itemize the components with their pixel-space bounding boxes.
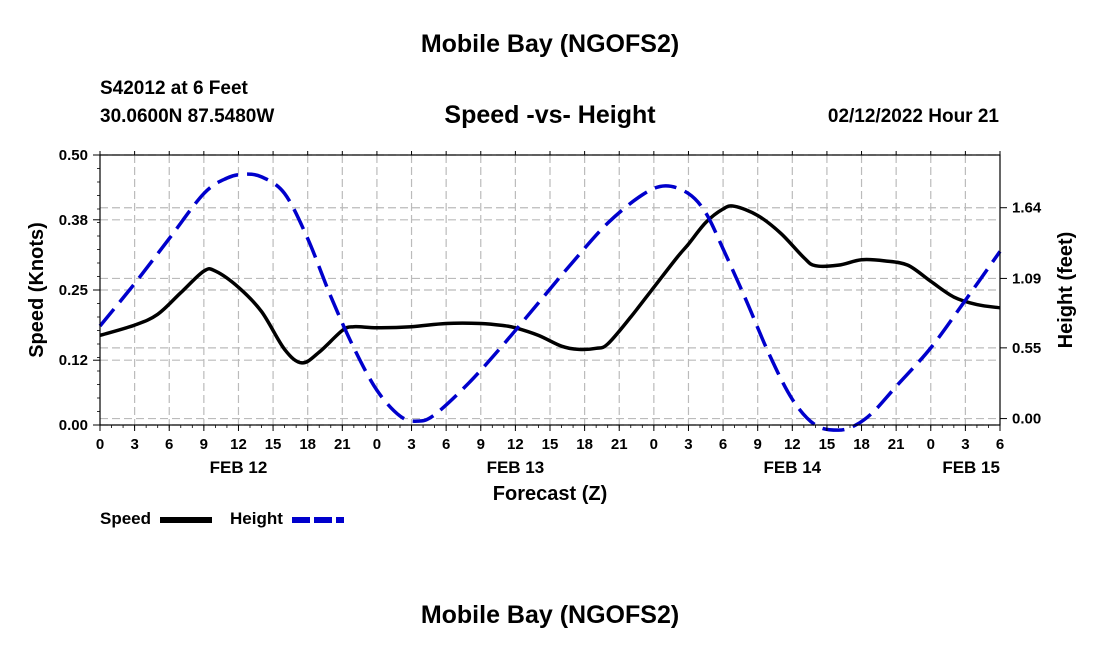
x-tick-label: 6: [165, 436, 173, 453]
x-tick-label: 15: [819, 436, 836, 453]
x-tick-label: 3: [130, 436, 138, 453]
x-tick-label: 15: [542, 436, 559, 453]
series-lines: [98, 172, 1002, 432]
y-axis-label: Speed (Knots): [26, 222, 48, 358]
x-tick-label: 12: [507, 436, 524, 453]
legend-speed-swatch: [160, 517, 212, 523]
x-tick-label: 21: [334, 436, 351, 453]
page-title: Mobile Bay (NGOFS2): [420, 30, 680, 58]
y2-tick-label: 1.09: [1012, 270, 1041, 287]
x-tick-label: 9: [200, 436, 208, 453]
x-tick-label: 21: [888, 436, 905, 453]
x-tick-label: 21: [611, 436, 628, 453]
x-tick-label: 9: [477, 436, 485, 453]
legend-speed-label: Speed: [100, 509, 152, 528]
x-tick-label: 6: [996, 436, 1004, 453]
x-tick-label: 0: [650, 436, 658, 453]
y2-tick-label: 0.00: [1012, 411, 1041, 428]
y2-axis-label: Height (feet): [1055, 232, 1077, 349]
axes: 0 3 6 9 12 15 18 21 0 3 6 9 12 15 18 21 0 3 6 9 12 15 18 21 0 3 6 F…: [59, 147, 1042, 477]
x-tick-label: 15: [265, 436, 282, 453]
y-tick-label: 0.12: [59, 352, 88, 369]
station-coords: 30.0600N 87.5480W: [100, 106, 275, 127]
speed-height-chart: 0 3 6 9 12 15 18 21 0 3 6 9 12 15 18 21 0 3 6 9 12 15 18 21 0 3 6 F…: [26, 147, 1077, 505]
x-tick-label: 0: [373, 436, 381, 453]
y2-tick-label: 1.64: [1012, 200, 1042, 217]
series-line-speed: [99, 204, 1001, 365]
y-tick-label: 0.25: [59, 282, 88, 299]
x-tick-label: 12: [230, 436, 247, 453]
x-tick-label: 6: [442, 436, 450, 453]
date-label: FEB 14: [763, 458, 821, 477]
x-tick-label: 3: [961, 436, 969, 453]
date-label: FEB 12: [210, 458, 268, 477]
series-line-height: [98, 172, 1002, 432]
x-tick-label: 3: [407, 436, 415, 453]
x-tick-label: 12: [784, 436, 801, 453]
date-label: FEB 13: [487, 458, 545, 477]
forecast-datetime: 02/12/2022 Hour 21: [827, 106, 999, 127]
x-tick-label: 0: [927, 436, 935, 453]
y2-tick-label: 0.55: [1012, 340, 1041, 357]
y-tick-label: 0.50: [59, 147, 88, 164]
x-tick-label: 6: [719, 436, 727, 453]
x-tick-label: 9: [754, 436, 762, 453]
legend-height-swatch: [292, 517, 344, 523]
x-tick-label: 3: [684, 436, 692, 453]
x-tick-label: 0: [96, 436, 104, 453]
date-label: FEB 15: [942, 458, 1000, 477]
station-label: S42012 at 6 Feet: [100, 78, 248, 99]
legend-height-label: Height: [230, 509, 283, 528]
x-axis-label: Forecast (Z): [493, 483, 607, 505]
chart-subtitle: Speed -vs- Height: [444, 101, 656, 129]
y-tick-label: 0.00: [59, 417, 88, 434]
x-tick-label: 18: [299, 436, 316, 453]
y-tick-label: 0.38: [59, 212, 88, 229]
x-tick-label: 18: [853, 436, 870, 453]
footer-title: Mobile Bay (NGOFS2): [420, 601, 680, 629]
x-tick-label: 18: [576, 436, 593, 453]
